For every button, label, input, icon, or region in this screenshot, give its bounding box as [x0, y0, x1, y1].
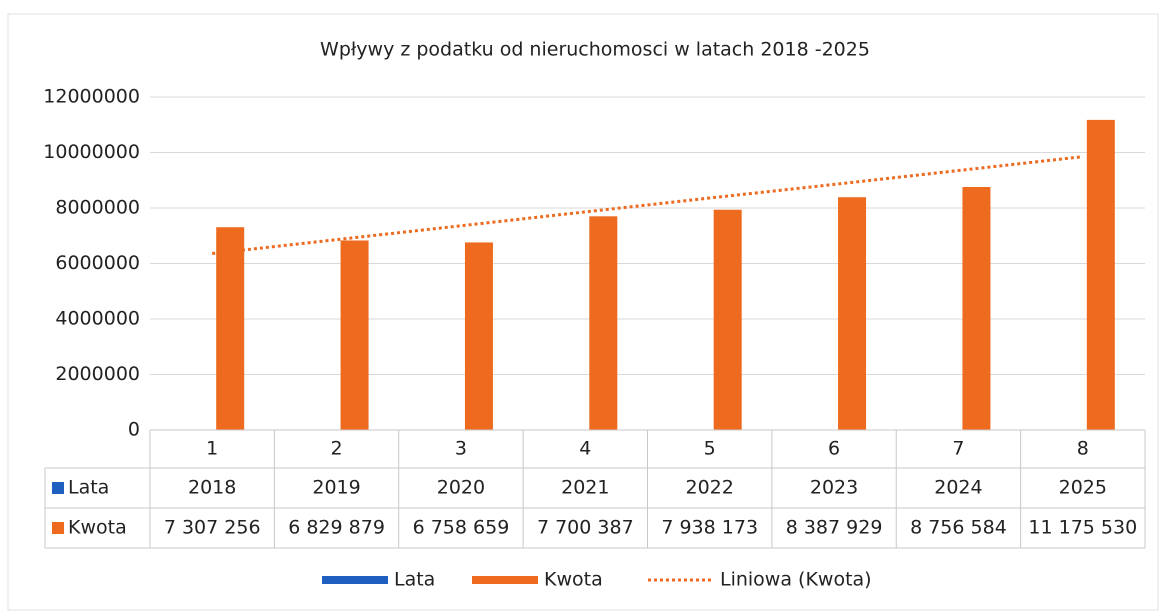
- legend-label: Lata: [394, 569, 435, 591]
- legend-key: [52, 522, 64, 534]
- table-cell: 2020: [437, 477, 485, 499]
- legend-key: [52, 482, 64, 494]
- trendline: [212, 155, 1083, 256]
- x-tick-label: 6: [828, 438, 840, 460]
- x-tick-label: 4: [579, 438, 591, 460]
- x-tick-label: 5: [704, 438, 716, 460]
- x-tick-label: 2: [331, 438, 343, 460]
- table-cell: 2019: [312, 477, 360, 499]
- table-cell: 11 175 530: [1028, 517, 1137, 539]
- legend-swatch: [322, 576, 388, 584]
- bar: [838, 197, 867, 430]
- table-cell: 7 938 173: [661, 517, 758, 539]
- bar: [713, 209, 742, 430]
- x-tick-label: 3: [455, 438, 467, 460]
- legend-label: Liniowa (Kwota): [720, 569, 872, 591]
- table-cell: 6 829 879: [288, 517, 385, 539]
- y-tick-label: 2000000: [55, 363, 140, 385]
- y-tick-label: 8000000: [55, 197, 140, 219]
- table-cell: 8 387 929: [786, 517, 883, 539]
- y-tick-label: 12000000: [43, 86, 140, 108]
- x-tick-label: 7: [952, 438, 964, 460]
- table-cell: 6 758 659: [413, 517, 510, 539]
- table-row-label: Kwota: [68, 517, 127, 539]
- x-tick-label: 8: [1077, 438, 1089, 460]
- table-row-label: Lata: [68, 477, 109, 499]
- legend-swatch: [472, 576, 538, 584]
- table-cell: 2023: [810, 477, 858, 499]
- bar: [216, 227, 245, 430]
- y-tick-label: 4000000: [55, 308, 140, 330]
- table-cell: 2022: [686, 477, 734, 499]
- table-cell: 2018: [188, 477, 236, 499]
- legend-label: Kwota: [544, 569, 603, 591]
- chart-title: Wpływy z podatku od nieruchomosci w lata…: [320, 39, 870, 61]
- table-cell: 8 756 584: [910, 517, 1007, 539]
- table-cell: 7 700 387: [537, 517, 634, 539]
- y-tick-label: 10000000: [43, 141, 140, 163]
- bar: [340, 240, 369, 430]
- bar: [1086, 119, 1115, 431]
- bar: [589, 216, 618, 430]
- bar: [464, 242, 493, 430]
- table-cell: 7 307 256: [164, 517, 261, 539]
- y-tick-label: 0: [128, 419, 140, 441]
- table-cell: 2025: [1059, 477, 1107, 499]
- x-tick-label: 1: [206, 438, 218, 460]
- table-cell: 2021: [561, 477, 609, 499]
- y-tick-label: 6000000: [55, 252, 140, 274]
- bar: [962, 187, 991, 430]
- table-cell: 2024: [934, 477, 982, 499]
